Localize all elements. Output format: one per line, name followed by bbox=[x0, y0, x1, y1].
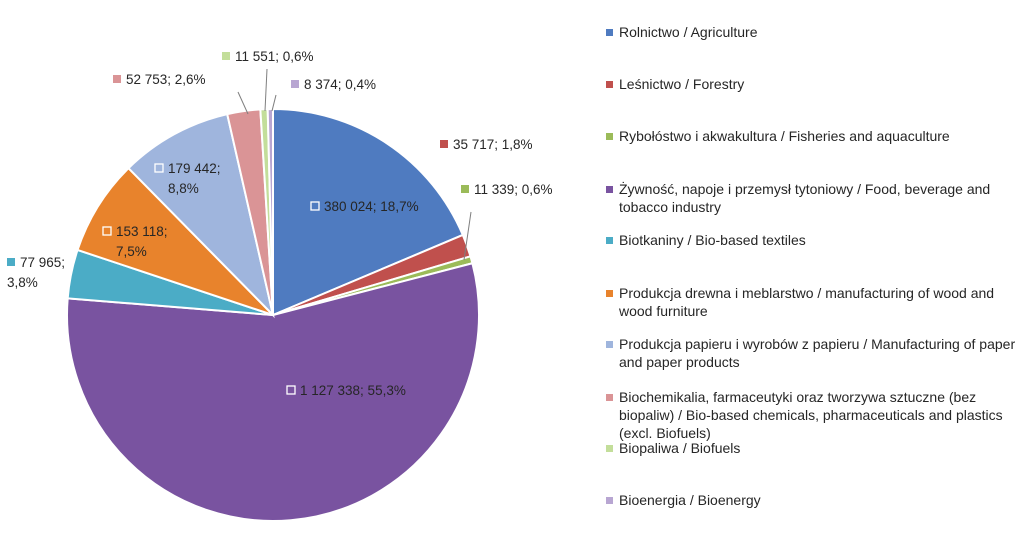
pie-slice bbox=[66, 262, 480, 522]
leader-line bbox=[237, 91, 249, 115]
data-label-key bbox=[440, 140, 448, 148]
data-label-key bbox=[310, 201, 320, 211]
legend-swatch bbox=[606, 341, 613, 348]
data-label: 52 753; 2,6% bbox=[126, 72, 206, 87]
legend-swatch bbox=[606, 497, 613, 504]
legend-swatch bbox=[606, 445, 613, 452]
data-label-key bbox=[222, 52, 230, 60]
legend-label: Bioenergia / Bioenergy bbox=[619, 492, 761, 508]
legend-label: Leśnictwo / Forestry bbox=[619, 76, 745, 92]
data-label-key bbox=[7, 258, 15, 266]
pie-slice bbox=[76, 166, 274, 316]
data-label: 380 024; 18,7% bbox=[324, 199, 419, 214]
legend-label: Biopaliwa / Biofuels bbox=[619, 440, 741, 456]
pie-chart: 380 024; 18,7% 35 717; 1,8% 11 339; 0,6% 1 … bbox=[7, 49, 553, 522]
data-label-key bbox=[291, 80, 299, 88]
legend-swatch bbox=[606, 186, 613, 193]
leader-line bbox=[271, 94, 277, 112]
legend-label: Produkcja drewna i meblarstwo / manufact… bbox=[619, 285, 995, 319]
legend-swatch bbox=[606, 133, 613, 140]
data-label-key bbox=[102, 226, 112, 236]
data-label: 11 339; 0,6% bbox=[474, 182, 553, 197]
leader-line bbox=[264, 68, 268, 112]
data-label-key bbox=[113, 75, 121, 83]
pie-slice bbox=[272, 107, 465, 317]
data-label: 1 127 338; 55,3% bbox=[300, 383, 406, 398]
pie-slice bbox=[127, 112, 275, 319]
legend-label: Rybołóstwo i akwakultura / Fisheries and… bbox=[619, 128, 950, 144]
legend: Rolnictwo / Agriculture Leśnictwo / Fores… bbox=[606, 0, 1024, 542]
legend-swatch bbox=[606, 29, 613, 36]
leader-line bbox=[463, 211, 472, 261]
data-label-key bbox=[286, 385, 296, 395]
data-label: 77 965; 3,8% bbox=[7, 255, 65, 290]
data-label: 8 374; 0,4% bbox=[304, 77, 376, 92]
legend-label: Biotkaniny / Bio-based textiles bbox=[619, 232, 806, 248]
data-label-key bbox=[154, 163, 164, 173]
pie-svg: 380 024; 18,7% 35 717; 1,8% 11 339; 0,6% 1 … bbox=[7, 49, 553, 522]
legend-label: Rolnictwo / Agriculture bbox=[619, 24, 758, 40]
legend-label: Biochemikalia, farmaceutyki oraz tworzyw… bbox=[619, 389, 1003, 441]
data-label: 35 717; 1,8% bbox=[453, 137, 533, 152]
data-label: 179 442; 8,8% bbox=[168, 161, 221, 196]
data-label-key bbox=[461, 185, 469, 193]
legend-swatch bbox=[606, 81, 613, 88]
data-label: 11 551; 0,6% bbox=[235, 49, 314, 64]
legend-swatch bbox=[606, 290, 613, 297]
data-label: 153 118; 7,5% bbox=[116, 224, 168, 259]
legend-label: Produkcja papieru i wyrobów z papieru / … bbox=[619, 336, 1016, 370]
legend-label: Żywność, napoje i przemysł tytoniowy / F… bbox=[619, 181, 991, 215]
legend-swatch bbox=[606, 237, 613, 244]
legend-swatch bbox=[606, 394, 613, 401]
